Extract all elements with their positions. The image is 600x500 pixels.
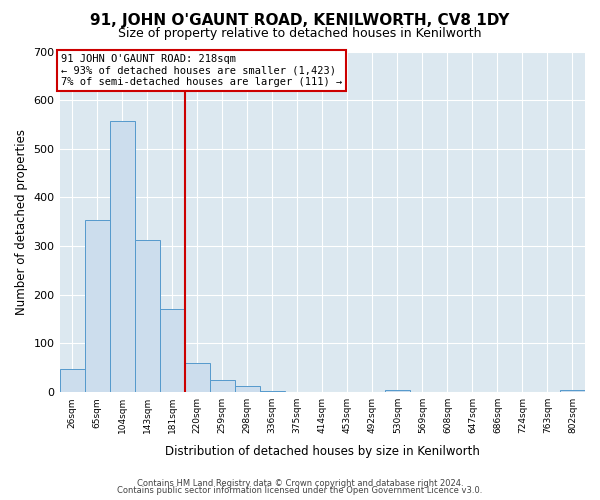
Text: Contains public sector information licensed under the Open Government Licence v3: Contains public sector information licen…: [118, 486, 482, 495]
Bar: [560, 390, 585, 392]
Bar: [134, 240, 160, 392]
Bar: [59, 370, 85, 392]
Bar: [160, 310, 185, 392]
Bar: [110, 121, 134, 392]
Text: Size of property relative to detached houses in Kenilworth: Size of property relative to detached ho…: [118, 28, 482, 40]
X-axis label: Distribution of detached houses by size in Kenilworth: Distribution of detached houses by size …: [165, 444, 480, 458]
Text: 91, JOHN O'GAUNT ROAD, KENILWORTH, CV8 1DY: 91, JOHN O'GAUNT ROAD, KENILWORTH, CV8 1…: [91, 12, 509, 28]
Text: 91 JOHN O'GAUNT ROAD: 218sqm
← 93% of detached houses are smaller (1,423)
7% of : 91 JOHN O'GAUNT ROAD: 218sqm ← 93% of de…: [61, 54, 342, 87]
Bar: [209, 380, 235, 392]
Bar: [235, 386, 260, 392]
Bar: [385, 390, 410, 392]
Bar: [185, 363, 209, 392]
Text: Contains HM Land Registry data © Crown copyright and database right 2024.: Contains HM Land Registry data © Crown c…: [137, 478, 463, 488]
Bar: [85, 220, 110, 392]
Y-axis label: Number of detached properties: Number of detached properties: [15, 129, 28, 315]
Bar: [260, 390, 285, 392]
